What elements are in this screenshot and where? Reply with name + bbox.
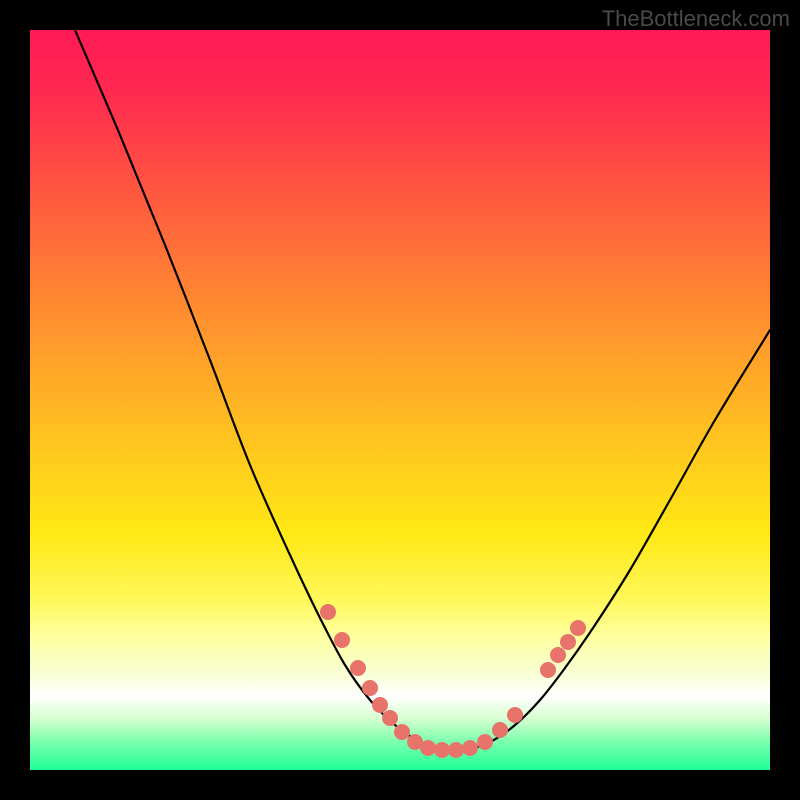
curve-marker — [362, 680, 378, 696]
curve-marker — [507, 707, 523, 723]
curve-marker — [372, 697, 388, 713]
curve-marker — [334, 632, 350, 648]
border-right — [770, 0, 800, 800]
chart-svg — [0, 0, 800, 800]
curve-marker — [550, 647, 566, 663]
curve-marker — [477, 734, 493, 750]
curve-marker — [394, 724, 410, 740]
curve-marker — [570, 620, 586, 636]
curve-marker — [448, 742, 464, 758]
border-left — [0, 0, 30, 800]
curve-marker — [382, 710, 398, 726]
curve-marker — [434, 742, 450, 758]
border-bottom — [0, 770, 800, 800]
curve-marker — [420, 740, 436, 756]
curve-marker — [462, 740, 478, 756]
curve-marker — [560, 634, 576, 650]
curve-marker — [540, 662, 556, 678]
curve-marker — [492, 722, 508, 738]
curve-marker — [350, 660, 366, 676]
curve-marker — [320, 604, 336, 620]
plot-gradient — [30, 30, 770, 770]
watermark-text: TheBottleneck.com — [602, 6, 790, 32]
chart-container: TheBottleneck.com — [0, 0, 800, 800]
